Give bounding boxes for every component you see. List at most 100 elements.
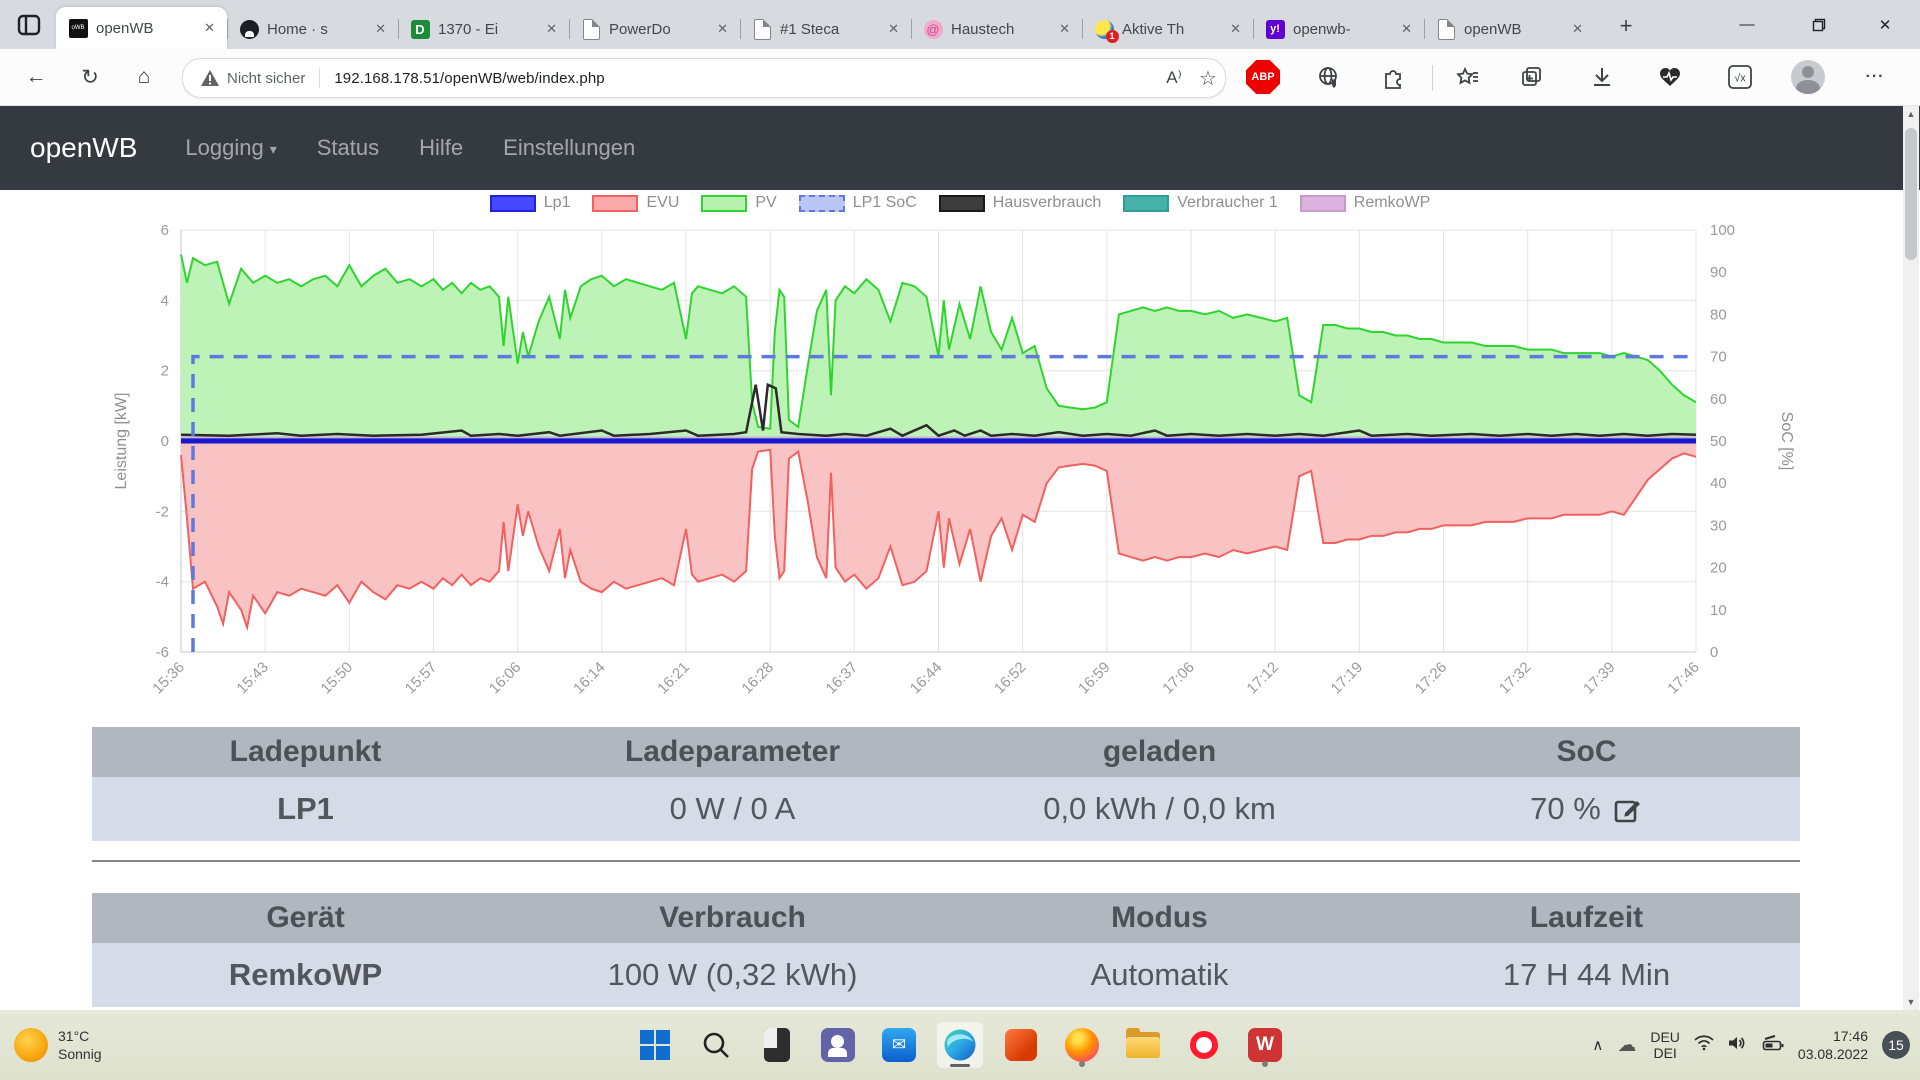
- legend-label: LP1 SoC: [852, 194, 917, 211]
- taskbar-teams-button[interactable]: [814, 1021, 862, 1069]
- read-aloud-icon[interactable]: A⁾: [1166, 68, 1182, 87]
- openwb-brand[interactable]: openWB: [30, 132, 138, 163]
- weather-temp: 31°C: [58, 1028, 90, 1044]
- charge-table-header: Ladepunkt Ladeparameter geladen SoC: [92, 727, 1800, 777]
- minimize-button[interactable]: —: [1739, 16, 1755, 33]
- taskbar-firefox-button[interactable]: [1058, 1021, 1106, 1069]
- col-modus: Modus: [946, 893, 1373, 943]
- taskbar-search-button[interactable]: [692, 1021, 740, 1069]
- taskbar-darkapp-button[interactable]: [753, 1021, 801, 1069]
- tab-close-icon[interactable]: ✕: [888, 21, 899, 36]
- browser-tab[interactable]: Home · s ✕: [227, 9, 398, 49]
- battery-pen-icon[interactable]: [1762, 1034, 1784, 1056]
- add-favorite-icon[interactable]: ☆: [1199, 67, 1217, 90]
- page-scrollbar[interactable]: ▲ ▼: [1903, 106, 1919, 1010]
- math-solver-icon[interactable]: √x: [1720, 57, 1760, 97]
- svg-text:10: 10: [1710, 602, 1727, 619]
- weather-widget[interactable]: 31°C Sonnig: [14, 1010, 102, 1080]
- taskbar-opera-button[interactable]: [1180, 1021, 1228, 1069]
- back-icon[interactable]: ←: [25, 65, 47, 88]
- browser-tab[interactable]: #1 Steca ✕: [740, 9, 911, 49]
- clock-widget[interactable]: 17:46 03.08.2022: [1798, 1027, 1868, 1063]
- forum-favicon-icon: 1: [1094, 19, 1119, 43]
- legend-item[interactable]: EVU: [592, 194, 679, 212]
- edit-soc-icon[interactable]: [1613, 794, 1643, 824]
- tab-close-icon[interactable]: ✕: [1230, 21, 1241, 36]
- taskbar-mail-button[interactable]: ✉: [875, 1021, 923, 1069]
- notification-count-badge[interactable]: 15: [1882, 1031, 1910, 1059]
- tab-close-icon[interactable]: ✕: [717, 21, 728, 36]
- svg-text:17:19: 17:19: [1328, 659, 1367, 698]
- scroll-up-icon[interactable]: ▲: [1906, 109, 1916, 119]
- language-indicator[interactable]: DEU DEI: [1650, 1029, 1680, 1061]
- legend-label: PV: [755, 194, 777, 211]
- taskbar-start-button[interactable]: [631, 1021, 679, 1069]
- address-bar[interactable]: Nicht sicher 192.168.178.51/openWB/web/i…: [182, 58, 1226, 98]
- collections-icon[interactable]: [1512, 57, 1552, 97]
- tab-close-icon[interactable]: ✕: [1059, 21, 1070, 36]
- tab-actions-icon[interactable]: [14, 10, 44, 40]
- adblock-plus-icon[interactable]: ABP: [1246, 60, 1280, 94]
- onedrive-cloud-icon[interactable]: ☁: [1617, 1034, 1637, 1056]
- taskbar-explorer-button[interactable]: [1119, 1021, 1167, 1069]
- scrollbar-thumb[interactable]: [1905, 128, 1917, 260]
- profile-avatar[interactable]: [1791, 60, 1825, 94]
- legend-item[interactable]: PV: [701, 194, 777, 212]
- tray-chevron-icon[interactable]: ∧: [1592, 1037, 1604, 1054]
- url-text[interactable]: 192.168.178.51/openWB/web/index.php: [334, 69, 605, 87]
- favorites-icon[interactable]: [1448, 57, 1488, 97]
- nav-logging[interactable]: Logging ▾: [185, 135, 277, 160]
- nav-hilfe[interactable]: Hilfe: [419, 135, 464, 160]
- browser-tab[interactable]: openWB ✕: [1424, 9, 1595, 49]
- extensions-puzzle-icon[interactable]: [1373, 57, 1413, 97]
- legend-item[interactable]: Lp1: [489, 194, 570, 212]
- legend-swatch: [1299, 194, 1346, 212]
- wifi-icon[interactable]: [1694, 1034, 1714, 1056]
- legend-item[interactable]: Hausverbrauch: [938, 194, 1101, 212]
- svg-text:90: 90: [1710, 264, 1727, 281]
- svg-text:50: 50: [1710, 433, 1727, 450]
- nav-einstellungen[interactable]: Einstellungen: [503, 135, 636, 160]
- taskbar-apps: ✉ W: [631, 1010, 1289, 1080]
- device-table: Gerät Verbrauch Modus Laufzeit RemkoWP 1…: [92, 893, 1800, 1007]
- browser-tab[interactable]: 1 Aktive Th ✕: [1082, 9, 1253, 49]
- new-tab-button[interactable]: +: [1619, 13, 1633, 38]
- browser-tab[interactable]: oWB openWB ✕: [56, 7, 227, 49]
- svg-text:17:39: 17:39: [1580, 659, 1619, 698]
- tab-close-icon[interactable]: ✕: [1572, 21, 1583, 36]
- browser-tab[interactable]: PowerDo ✕: [569, 9, 740, 49]
- tab-close-icon[interactable]: ✕: [375, 21, 386, 36]
- browser-essentials-icon[interactable]: [1650, 57, 1690, 97]
- taskbar-office-button[interactable]: [997, 1021, 1045, 1069]
- tab-close-icon[interactable]: ✕: [204, 20, 215, 35]
- taskbar-edge-button[interactable]: [936, 1021, 984, 1069]
- browser-tab[interactable]: D 1370 - Ei ✕: [398, 9, 569, 49]
- close-window-button[interactable]: ✕: [1878, 16, 1892, 34]
- mail-icon: ✉: [882, 1028, 916, 1062]
- scroll-down-icon[interactable]: ▼: [1906, 997, 1916, 1007]
- legend-item[interactable]: Verbraucher 1: [1123, 194, 1278, 212]
- browser-tab[interactable]: y! openwb- ✕: [1253, 9, 1424, 49]
- device-mode: Automatik: [946, 943, 1373, 1007]
- nav-status[interactable]: Status: [316, 135, 380, 160]
- volume-icon[interactable]: [1728, 1035, 1748, 1056]
- chargepoint-name: LP1: [92, 777, 519, 841]
- tracking-prevention-icon[interactable]: [1309, 57, 1349, 97]
- refresh-icon[interactable]: ↻: [81, 65, 99, 89]
- maximize-button[interactable]: [1796, 0, 1842, 49]
- legend-item[interactable]: LP1 SoC: [798, 194, 917, 212]
- legend-swatch: [592, 194, 639, 212]
- openwb-navbar: openWB Logging ▾ Status Hilfe Einstellung…: [0, 106, 1920, 190]
- svg-text:0: 0: [161, 433, 169, 450]
- taskbar-word-button[interactable]: W: [1241, 1021, 1289, 1069]
- security-label[interactable]: Nicht sicher: [227, 69, 306, 87]
- legend-label: Verbraucher 1: [1177, 194, 1278, 211]
- settings-more-icon[interactable]: ···: [1865, 68, 1885, 85]
- browser-tab[interactable]: @ Haustech ✕: [911, 9, 1082, 49]
- downloads-icon[interactable]: [1582, 57, 1622, 97]
- tab-title: Home · s: [267, 20, 328, 38]
- home-icon[interactable]: ⌂: [137, 65, 151, 88]
- tab-close-icon[interactable]: ✕: [546, 21, 557, 36]
- legend-item[interactable]: RemkoWP: [1299, 194, 1430, 212]
- tab-close-icon[interactable]: ✕: [1401, 21, 1412, 36]
